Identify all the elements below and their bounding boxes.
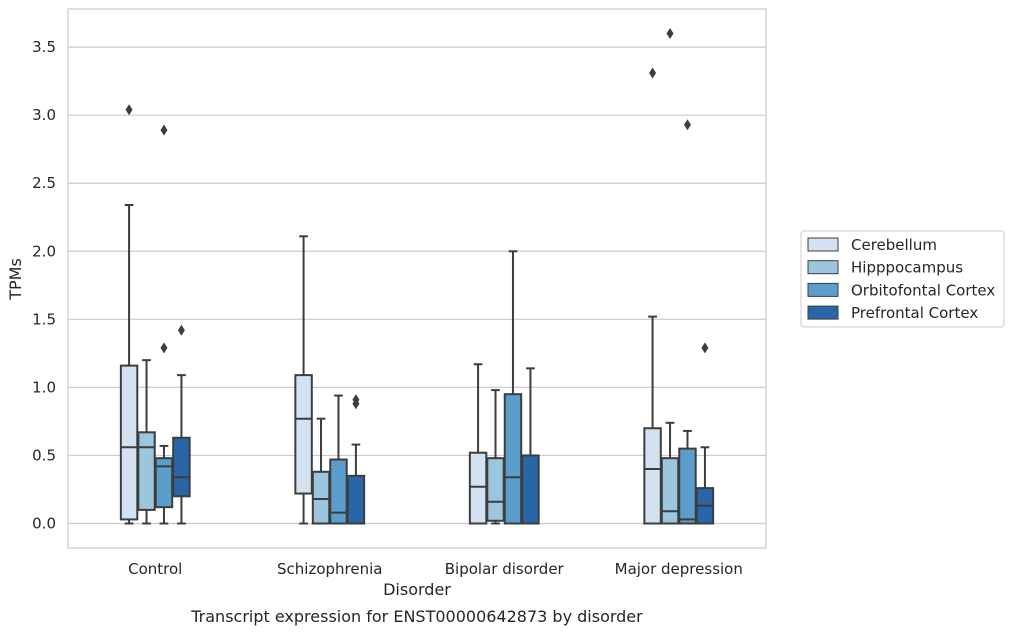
y-tick-label: 0.0 — [32, 515, 56, 533]
box-body — [329, 458, 348, 525]
legend-label: Cerebellum — [851, 236, 937, 254]
y-tick-label: 2.5 — [32, 174, 56, 192]
y-tick-labels: 0.0 0.5 1.0 1.5 2.0 2.5 3.0 3.5 — [32, 38, 56, 532]
outlier-point — [160, 342, 168, 354]
box — [137, 359, 156, 525]
chart-caption: Transcript expression for ENST0000064287… — [190, 607, 643, 626]
box-body — [468, 451, 488, 525]
x-tick-label: Major depression — [615, 560, 743, 578]
outlier-point — [160, 124, 168, 136]
y-tick-label: 3.5 — [32, 38, 56, 56]
y-tick-label: 0.5 — [32, 446, 56, 464]
box — [346, 394, 366, 525]
box — [503, 250, 523, 525]
x-axis-label: Disorder — [383, 580, 451, 599]
box — [294, 235, 313, 525]
box — [695, 342, 715, 525]
box — [521, 367, 540, 525]
outlier-point — [683, 119, 691, 131]
box — [329, 394, 348, 525]
box — [154, 124, 174, 525]
legend-label: Prefrontal Cortex — [851, 304, 978, 322]
outlier-point — [177, 324, 185, 336]
box-body — [294, 374, 313, 495]
legend-swatch — [807, 282, 839, 297]
legend-swatch — [807, 260, 839, 275]
box-body — [486, 457, 505, 522]
y-tick-label: 1.0 — [32, 378, 56, 396]
box-body — [172, 436, 191, 498]
outlier-point — [352, 394, 360, 406]
box-body — [154, 457, 174, 509]
legend: Cerebellum Hipppocampus Orbitofontal Corte… — [800, 230, 1005, 328]
box-body — [119, 364, 139, 521]
box-body — [521, 454, 540, 525]
box — [172, 324, 191, 525]
box-body — [137, 431, 156, 511]
outlier-point — [649, 67, 657, 79]
x-tick-label: Control — [128, 560, 182, 578]
x-tick-label: Bipolar disorder — [445, 560, 565, 578]
box — [678, 119, 697, 525]
y-tick-label: 3.0 — [32, 106, 56, 124]
y-axis-label: TPMs — [6, 258, 25, 301]
box — [468, 363, 488, 525]
box-body — [311, 470, 331, 525]
y-tick-label: 1.5 — [32, 310, 56, 328]
legend-swatch — [807, 237, 839, 252]
outlier-point — [125, 104, 133, 116]
outlier-point — [666, 28, 674, 39]
legend-swatch — [807, 305, 839, 320]
box-body — [660, 457, 680, 525]
box-series — [119, 28, 715, 525]
box — [119, 104, 139, 525]
plot-frame — [67, 8, 767, 549]
box-body — [346, 474, 366, 525]
x-tick-labels: Control Schizophrenia Bipolar disorder Majo… — [128, 560, 743, 578]
box-body — [503, 393, 523, 525]
legend-label: Orbitofontal Cortex — [851, 281, 995, 299]
box — [311, 417, 331, 525]
outlier-point — [701, 342, 709, 354]
x-tick-label: Schizophrenia — [277, 560, 382, 578]
legend-label: Hipppocampus — [851, 259, 963, 277]
box-body — [643, 427, 662, 525]
box-body — [678, 447, 697, 525]
y-tick-label: 2.0 — [32, 242, 56, 260]
legend-frame — [800, 230, 1005, 328]
